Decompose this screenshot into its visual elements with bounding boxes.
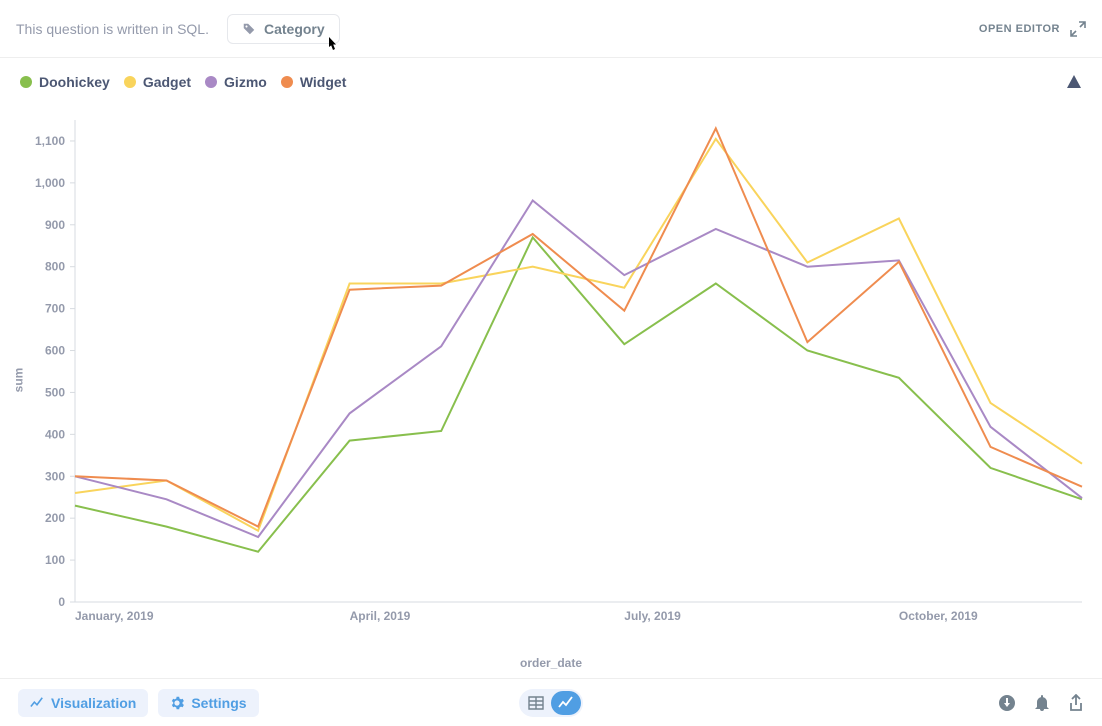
legend-swatch [281, 76, 293, 88]
svg-text:April, 2019: April, 2019 [350, 609, 411, 623]
legend-label: Doohickey [39, 74, 110, 90]
svg-text:900: 900 [45, 218, 65, 232]
filter-label: Category [264, 21, 325, 37]
svg-text:500: 500 [45, 385, 65, 399]
filter-category-chip[interactable]: Category [227, 14, 340, 44]
legend-swatch [20, 76, 32, 88]
tag-icon [242, 22, 256, 36]
visualization-button[interactable]: Visualization [18, 689, 148, 717]
settings-button[interactable]: Settings [158, 689, 258, 717]
legend-label: Gizmo [224, 74, 267, 90]
chart-legend: Doohickey Gadget Gizmo Widget [0, 58, 1102, 90]
svg-text:1,100: 1,100 [35, 134, 65, 148]
svg-text:July, 2019: July, 2019 [624, 609, 681, 623]
chart-area: sum 0 100 200 300 400 500 600 700 800 900 1,000 1,1… [0, 90, 1102, 670]
legend-item-gadget[interactable]: Gadget [124, 74, 191, 90]
x-axis-title: order_date [0, 650, 1102, 670]
svg-text:800: 800 [45, 260, 65, 274]
topbar: This question is written in SQL. Categor… [0, 0, 1102, 58]
gear-icon [170, 696, 184, 710]
line-chart-icon [30, 696, 44, 710]
legend-item-doohickey[interactable]: Doohickey [20, 74, 110, 90]
y-axis-title: sum [11, 368, 25, 393]
svg-text:600: 600 [45, 344, 65, 358]
visualization-label: Visualization [51, 695, 136, 711]
line-chart-icon [558, 696, 574, 710]
warning-icon[interactable] [1066, 74, 1082, 90]
share-icon[interactable] [1068, 694, 1084, 712]
svg-text:400: 400 [45, 427, 65, 441]
legend-swatch [205, 76, 217, 88]
svg-text:100: 100 [45, 553, 65, 567]
download-icon[interactable] [998, 694, 1016, 712]
settings-label: Settings [191, 695, 246, 711]
chart-view-button[interactable] [551, 691, 581, 715]
bottom-toolbar: Visualization Settings [0, 678, 1102, 726]
expand-icon[interactable] [1070, 21, 1086, 37]
legend-label: Gadget [143, 74, 191, 90]
svg-text:January, 2019: January, 2019 [75, 609, 154, 623]
legend-label: Widget [300, 74, 347, 90]
view-mode-toggle [519, 689, 583, 717]
svg-text:200: 200 [45, 511, 65, 525]
legend-swatch [124, 76, 136, 88]
svg-text:300: 300 [45, 469, 65, 483]
bell-icon[interactable] [1034, 694, 1050, 712]
legend-item-widget[interactable]: Widget [281, 74, 347, 90]
table-icon [528, 696, 544, 710]
sql-note: This question is written in SQL. [16, 21, 209, 37]
legend-item-gizmo[interactable]: Gizmo [205, 74, 267, 90]
svg-text:1,000: 1,000 [35, 176, 65, 190]
svg-text:0: 0 [58, 595, 65, 609]
svg-text:700: 700 [45, 302, 65, 316]
open-editor-button[interactable]: OPEN EDITOR [979, 23, 1060, 35]
table-view-button[interactable] [521, 691, 551, 715]
svg-text:October, 2019: October, 2019 [899, 609, 978, 623]
line-chart: 0 100 200 300 400 500 600 700 800 900 1,000 1,100 Ja… [0, 90, 1102, 650]
